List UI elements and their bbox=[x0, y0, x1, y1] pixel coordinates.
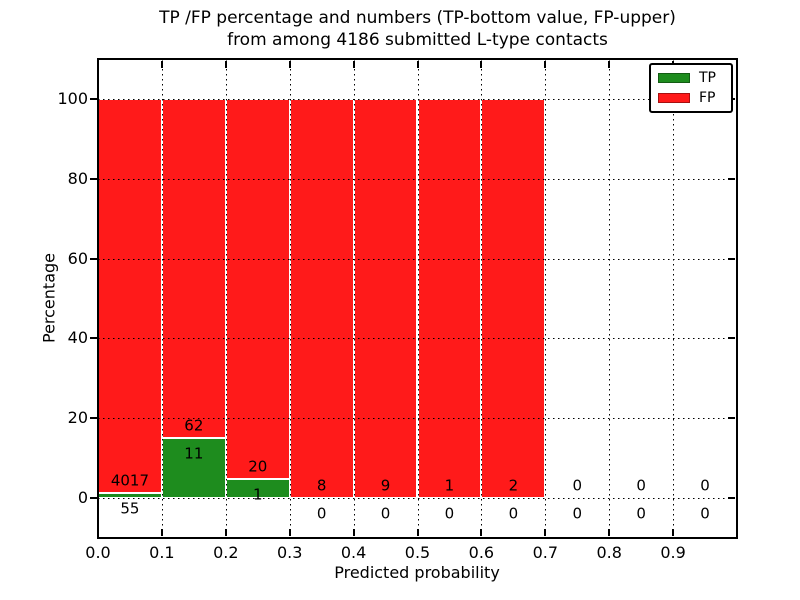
tp-count-label: 0 bbox=[572, 504, 583, 523]
v-gridline bbox=[609, 59, 610, 538]
x-tick-label: 0.7 bbox=[532, 543, 559, 562]
x-tick-label: 0.5 bbox=[404, 543, 431, 562]
v-gridline bbox=[418, 59, 419, 538]
v-gridline bbox=[162, 59, 163, 538]
fp-count-label: 0 bbox=[636, 476, 646, 495]
x-tickmark-bottom bbox=[672, 529, 675, 536]
v-gridline bbox=[545, 59, 546, 538]
x-tickmark-bottom bbox=[416, 529, 419, 536]
x-axis-label: Predicted probability bbox=[334, 563, 500, 582]
x-tickmark-top bbox=[480, 61, 483, 68]
y-tickmark-right bbox=[728, 417, 735, 420]
fp-count-label: 8 bbox=[316, 476, 327, 495]
y-tickmark-left bbox=[90, 257, 97, 260]
tp-count-label: 1 bbox=[252, 485, 263, 504]
x-tickmark-bottom bbox=[224, 529, 227, 536]
x-tickmark-bottom bbox=[544, 529, 547, 536]
y-tick-label: 80 bbox=[67, 168, 88, 188]
chart-title-line1: TP /FP percentage and numbers (TP-bottom… bbox=[159, 8, 676, 28]
x-tickmark-top bbox=[352, 61, 355, 68]
h-gridline bbox=[98, 338, 737, 339]
y-tickmark-right bbox=[728, 337, 735, 340]
bar-fp-segment bbox=[353, 98, 418, 499]
chart-title-line2: from among 4186 submitted L-type contact… bbox=[227, 30, 608, 50]
x-tickmark-bottom bbox=[352, 529, 355, 536]
x-tick-label: 0.9 bbox=[660, 543, 686, 562]
x-tickmark-top bbox=[608, 61, 611, 68]
x-tickmark-bottom bbox=[480, 529, 483, 536]
x-tickmark-bottom bbox=[288, 529, 291, 536]
h-gridline bbox=[98, 259, 737, 260]
legend-item-fp: FP bbox=[658, 90, 724, 106]
x-tick-label: 0.3 bbox=[276, 543, 303, 562]
y-tickmark-left bbox=[90, 97, 97, 100]
fp-count-label: 9 bbox=[380, 476, 391, 495]
tp-count-label: 0 bbox=[444, 504, 455, 523]
tp-count-label: 11 bbox=[184, 444, 204, 463]
v-gridline bbox=[290, 59, 291, 538]
x-tick-label: 0.1 bbox=[149, 543, 175, 562]
v-gridline bbox=[481, 59, 482, 538]
y-tickmark-left bbox=[90, 337, 97, 340]
bar-fp-segment bbox=[481, 98, 546, 499]
x-tick-label: 0.4 bbox=[340, 543, 367, 562]
x-tick-label: 0.8 bbox=[596, 543, 622, 562]
y-tickmark-right bbox=[728, 497, 735, 500]
tp-count-label: 0 bbox=[636, 504, 646, 523]
h-gridline bbox=[98, 418, 737, 419]
legend-label-fp: FP bbox=[699, 89, 716, 106]
tp-color-swatch bbox=[658, 73, 690, 84]
y-tickmark-left bbox=[90, 177, 97, 180]
fp-count-label: 0 bbox=[700, 476, 710, 495]
y-tickmark-left bbox=[90, 497, 97, 500]
bar-fp-segment bbox=[417, 98, 482, 499]
x-tickmark-top bbox=[416, 61, 419, 68]
fp-count-label: 4017 bbox=[110, 471, 150, 490]
x-tickmark-bottom bbox=[160, 529, 163, 536]
bar-fp-segment bbox=[225, 98, 290, 480]
legend-label-tp: TP bbox=[699, 70, 716, 87]
fp-color-swatch bbox=[658, 92, 690, 103]
tp-count-label: 55 bbox=[120, 499, 140, 518]
x-tickmark-bottom bbox=[97, 529, 99, 536]
fp-count-label: 1 bbox=[444, 476, 455, 495]
x-tickmark-top bbox=[288, 61, 291, 68]
h-gridline bbox=[98, 99, 737, 100]
fp-count-label: 0 bbox=[572, 476, 583, 495]
x-tickmark-top bbox=[160, 61, 163, 68]
v-gridline bbox=[226, 59, 227, 538]
v-gridline bbox=[673, 59, 674, 538]
y-tickmark-left bbox=[90, 417, 97, 420]
y-tick-label: 60 bbox=[67, 248, 88, 268]
tp-count-label: 0 bbox=[700, 504, 710, 523]
fp-count-label: 20 bbox=[248, 457, 268, 476]
y-tick-label: 40 bbox=[67, 328, 88, 348]
v-gridline bbox=[354, 59, 355, 538]
x-tickmark-bottom bbox=[608, 529, 611, 536]
h-gridline bbox=[98, 179, 737, 180]
y-tickmark-right bbox=[728, 257, 735, 260]
tp-count-label: 0 bbox=[380, 504, 391, 523]
legend-item-tp: TP bbox=[658, 70, 724, 86]
h-gridline bbox=[98, 498, 737, 499]
y-tick-label: 0 bbox=[77, 488, 88, 508]
bar-fp-segment bbox=[289, 98, 354, 499]
tp-count-label: 0 bbox=[316, 504, 327, 523]
x-tickmark-top bbox=[97, 61, 99, 68]
x-tick-label: 0.6 bbox=[468, 543, 495, 562]
y-tick-label: 20 bbox=[67, 408, 88, 428]
y-tick-label: 100 bbox=[57, 88, 88, 108]
bar-fp-segment bbox=[161, 98, 226, 438]
legend: TP FP bbox=[649, 63, 733, 113]
tp-count-label: 0 bbox=[508, 504, 519, 523]
fp-count-label: 62 bbox=[184, 416, 204, 435]
fp-count-label: 2 bbox=[508, 476, 519, 495]
x-tickmark-top bbox=[224, 61, 227, 68]
bar-fp-segment bbox=[98, 98, 162, 493]
y-tickmark-right bbox=[728, 177, 735, 180]
x-tick-label: 0.2 bbox=[213, 543, 239, 562]
x-tickmark-top bbox=[544, 61, 547, 68]
x-tick-label: 0.0 bbox=[85, 543, 111, 562]
